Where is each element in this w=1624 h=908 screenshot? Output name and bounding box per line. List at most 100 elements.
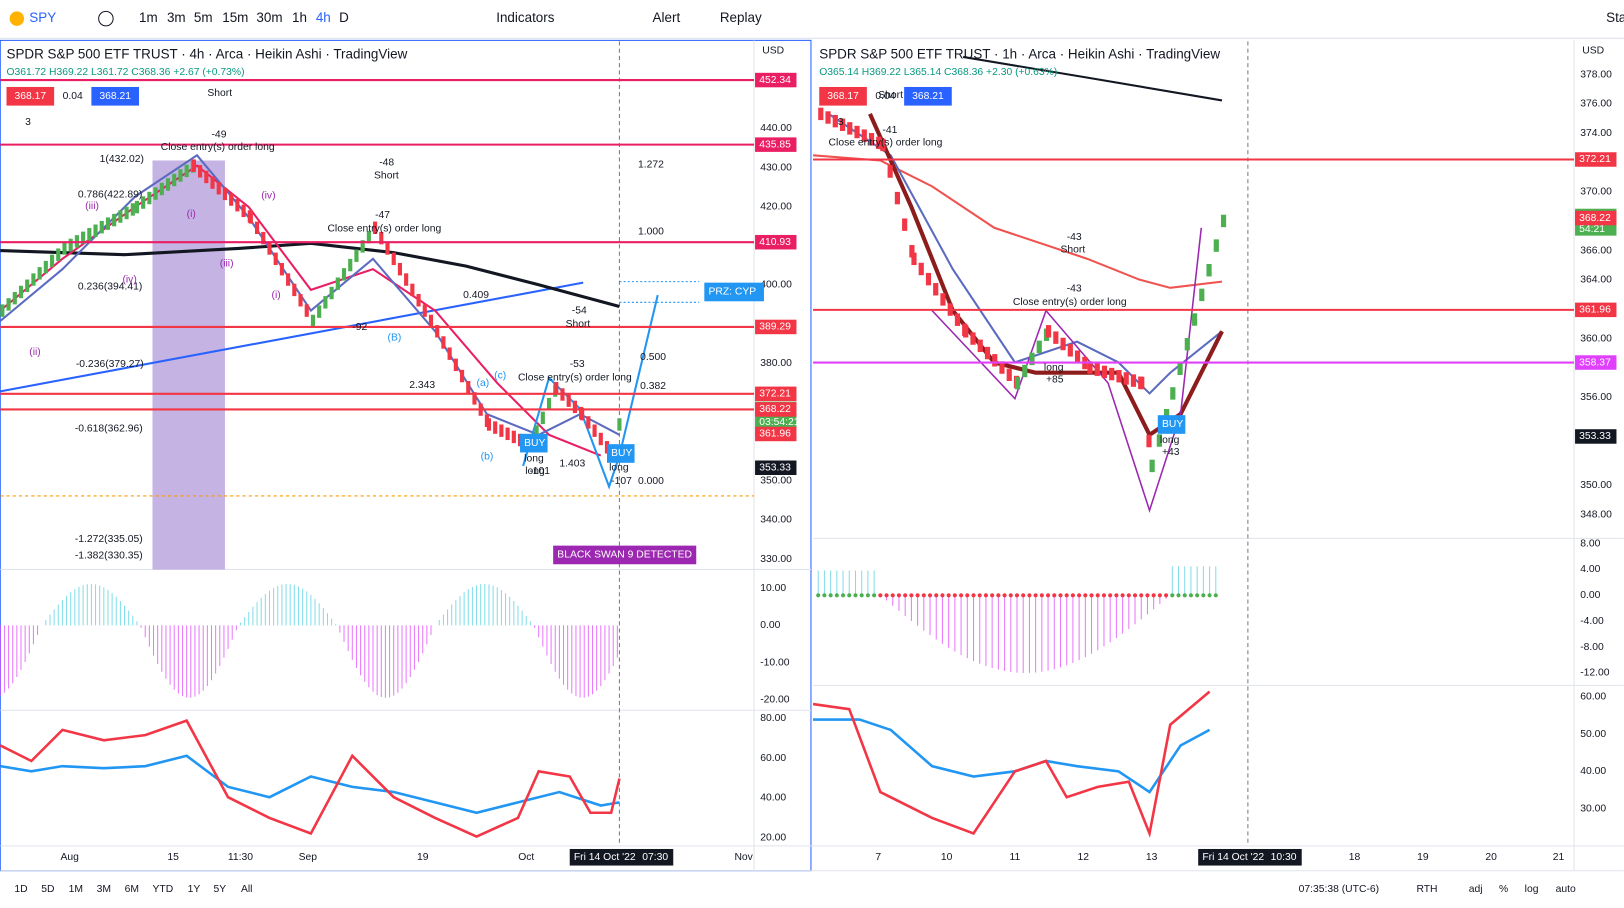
interval-button[interactable]: 30m xyxy=(256,10,282,25)
price-tag-label: 361.96 xyxy=(1579,305,1611,316)
interval-button[interactable]: 1m xyxy=(139,10,158,25)
annotation: +85 xyxy=(1046,375,1064,386)
histogram-dot xyxy=(1033,593,1038,598)
price-tag xyxy=(755,137,797,152)
range-button[interactable]: 1M xyxy=(69,884,83,895)
annotation: (i) xyxy=(272,290,281,301)
moving-average xyxy=(0,153,620,436)
annotation: 0.409 xyxy=(463,290,489,301)
candle xyxy=(933,283,939,296)
candle xyxy=(141,196,146,209)
histogram-dot xyxy=(990,593,995,598)
candle xyxy=(832,114,838,128)
range-button[interactable]: 1Y xyxy=(188,884,201,895)
candle xyxy=(130,203,135,216)
candle xyxy=(493,421,498,434)
candle xyxy=(1146,434,1152,448)
candle xyxy=(184,164,189,178)
replay-button[interactable]: Replay xyxy=(720,10,762,25)
spread: 0.04 xyxy=(875,91,895,102)
add-symbol[interactable] xyxy=(98,10,114,27)
log-button[interactable]: log xyxy=(1525,884,1539,895)
histogram-dot xyxy=(822,593,827,598)
candle xyxy=(416,294,421,307)
candle xyxy=(1139,376,1145,390)
candle xyxy=(267,242,272,255)
range-button[interactable]: 6M xyxy=(125,884,139,895)
candle xyxy=(261,231,266,245)
symbol[interactable]: SPY xyxy=(29,10,56,25)
annotation: long xyxy=(525,466,545,477)
candle xyxy=(404,273,409,286)
range-button[interactable]: 5Y xyxy=(213,884,226,895)
interval-button[interactable]: 3m xyxy=(167,10,186,25)
annotation: 0.786(422.89) xyxy=(78,189,142,200)
percent-button[interactable]: % xyxy=(1499,884,1508,895)
price-tag-label: 368.22 xyxy=(759,404,791,415)
session[interactable]: RTH xyxy=(1416,884,1437,895)
candle xyxy=(954,313,961,326)
candle xyxy=(580,407,585,421)
candle xyxy=(31,273,36,286)
price-tick: 348.00 xyxy=(1580,509,1612,520)
price-tag xyxy=(755,402,797,417)
clock: 07:35:38 (UTC-6) xyxy=(1299,884,1379,895)
rsi-tick: 60.00 xyxy=(1580,692,1606,703)
histogram-dot xyxy=(1083,593,1088,598)
histogram-dot xyxy=(915,593,920,598)
interval-button[interactable]: 4h xyxy=(316,10,331,25)
label-box xyxy=(553,545,697,565)
interval-button[interactable]: 1h xyxy=(292,10,307,25)
rsi-tick: 40.00 xyxy=(760,793,786,804)
range-button[interactable]: All xyxy=(241,884,253,895)
candle xyxy=(391,252,396,266)
candle xyxy=(354,249,359,262)
alert-button[interactable]: Alert xyxy=(653,10,681,25)
candle xyxy=(447,347,452,360)
range-button[interactable]: 1D xyxy=(14,884,27,895)
price-tag xyxy=(1575,152,1617,167)
osc-tick: 0.00 xyxy=(760,620,780,631)
histogram-dot xyxy=(1120,593,1125,598)
chart-title: SPDR S&P 500 ETF TRUST · 1h · Arca · Hei… xyxy=(819,46,1220,61)
price-tick: 330.00 xyxy=(760,554,792,565)
histogram-dot xyxy=(1139,593,1144,598)
adj-button[interactable]: adj xyxy=(1469,884,1483,895)
candle xyxy=(1029,352,1035,366)
time-label: 18 xyxy=(1349,852,1361,863)
range-button[interactable]: 5D xyxy=(41,884,54,895)
annotation: -107 xyxy=(611,476,632,487)
interval-button[interactable]: 15m xyxy=(222,10,248,25)
interval-button[interactable]: D xyxy=(339,10,349,25)
time-label: Sep xyxy=(299,852,318,863)
candle xyxy=(1156,434,1162,447)
range-button[interactable]: YTD xyxy=(152,884,173,895)
candle xyxy=(880,138,886,152)
candle xyxy=(178,169,183,182)
interval-button[interactable]: 5m xyxy=(194,10,213,25)
candle xyxy=(1109,367,1115,381)
rsi-tick: 40.00 xyxy=(1580,766,1606,777)
candle xyxy=(1206,264,1212,277)
bid-price: 368.17 xyxy=(827,91,859,102)
annotation: Close entry(s) order long xyxy=(327,224,441,235)
histogram-dot xyxy=(1164,593,1169,598)
auto-button[interactable]: auto xyxy=(1556,884,1576,895)
candle xyxy=(428,314,434,328)
annotation: -1.382(330.35) xyxy=(75,551,143,562)
time-label: 7 xyxy=(875,852,881,863)
candle xyxy=(118,210,123,223)
candle xyxy=(366,230,371,244)
range-button[interactable]: 3M xyxy=(97,884,111,895)
candle xyxy=(868,133,875,146)
candle xyxy=(1074,350,1081,363)
candle xyxy=(273,252,278,266)
histogram-dot xyxy=(983,593,989,598)
annotation: Short xyxy=(1060,244,1085,255)
annotation: +43 xyxy=(1162,447,1180,458)
indicators-button[interactable]: Indicators xyxy=(496,10,555,25)
candle xyxy=(572,400,577,414)
candle xyxy=(918,262,924,276)
toolbar xyxy=(0,0,1624,39)
